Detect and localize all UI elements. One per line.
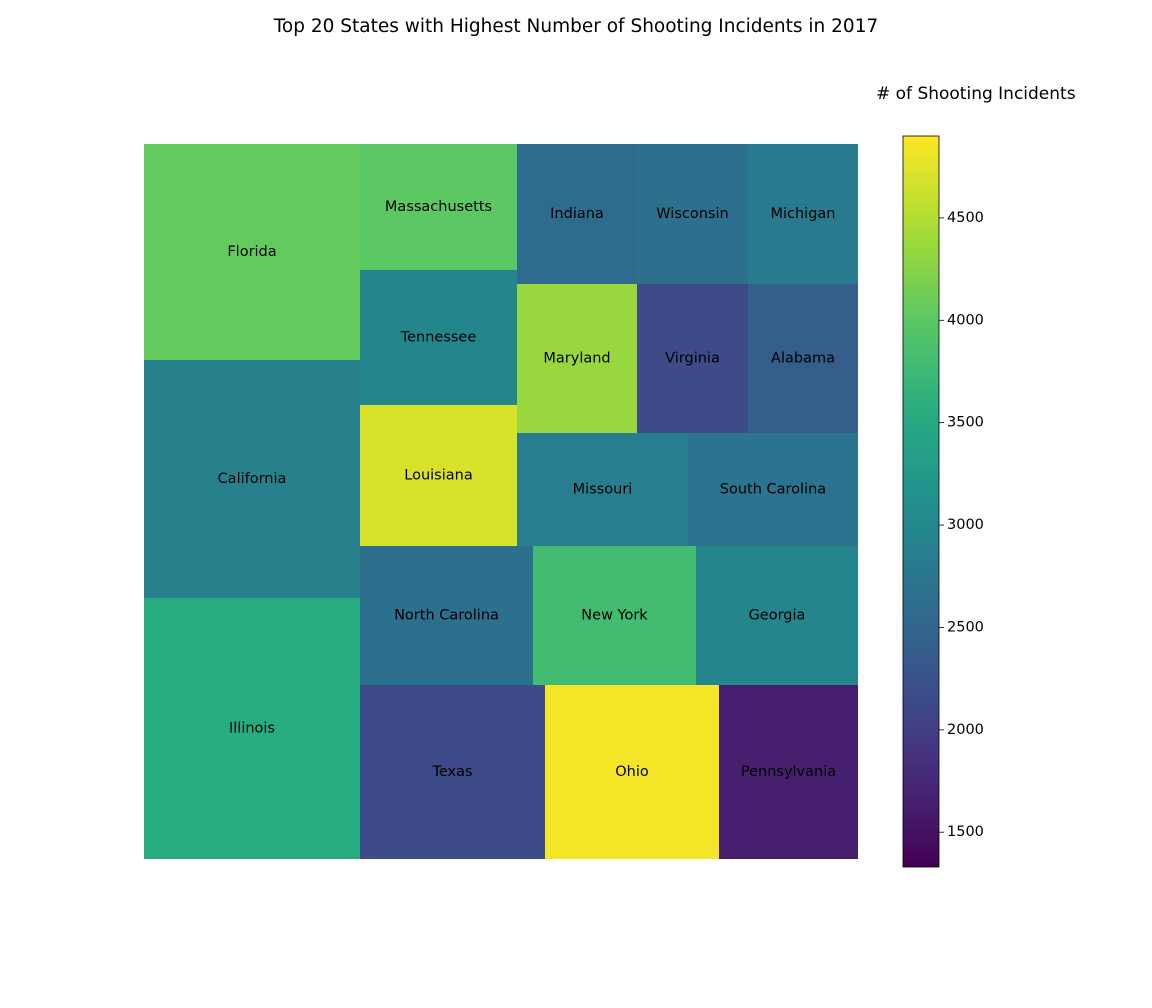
cell-label-massachusetts: Massachusetts [385, 199, 492, 215]
cell-label-north-carolina: North Carolina [394, 608, 499, 624]
cell-massachusetts: Massachusetts [360, 144, 517, 270]
cell-maryland: Maryland [517, 284, 637, 433]
cell-label-louisiana: Louisiana [404, 468, 472, 484]
cell-rect-missouri [517, 433, 688, 546]
cell-rect-north-carolina [360, 546, 533, 685]
cell-rect-alabama [748, 284, 858, 433]
chart-title: Top 20 States with Highest Number of Sho… [273, 16, 879, 37]
cell-label-michigan: Michigan [770, 206, 835, 222]
cell-label-wisconsin: Wisconsin [656, 206, 728, 222]
cell-rect-pennsylvania [719, 685, 858, 859]
cell-florida: Florida [144, 144, 360, 360]
cell-rect-massachusetts [360, 144, 517, 270]
cell-label-ohio: Ohio [615, 764, 649, 780]
colorbar-gradient [902, 135, 940, 868]
cell-ohio: Ohio [545, 685, 719, 859]
cell-rect-illinois [144, 598, 360, 859]
cell-louisiana: Louisiana [360, 405, 517, 546]
cell-georgia: Georgia [696, 546, 858, 685]
cell-label-south-carolina: South Carolina [720, 482, 826, 498]
colorbar: 1500 2000 2500 3000 3500 4000 4500 [902, 135, 984, 868]
colorbar-tick-label: 2000 [947, 722, 984, 738]
cell-tennessee: Tennessee [360, 270, 517, 405]
cell-label-maryland: Maryland [543, 351, 610, 367]
cell-rect-texas [360, 685, 545, 859]
cell-alabama: Alabama [748, 284, 858, 433]
cell-south-carolina: South Carolina [688, 433, 858, 546]
cell-label-new-york: New York [581, 608, 648, 624]
cell-label-georgia: Georgia [749, 608, 806, 624]
cell-texas: Texas [360, 685, 545, 859]
cell-indiana: Indiana [517, 144, 637, 284]
cell-north-carolina: North Carolina [360, 546, 533, 685]
cell-label-illinois: Illinois [229, 721, 275, 737]
cell-illinois: Illinois [144, 598, 360, 859]
cell-rect-ohio [545, 685, 719, 859]
cell-rect-wisconsin [637, 144, 748, 284]
cell-label-pennsylvania: Pennsylvania [741, 764, 836, 780]
cell-label-virginia: Virginia [665, 351, 720, 367]
cell-rect-virginia [637, 284, 748, 433]
cell-rect-indiana [517, 144, 637, 284]
colorbar-tick-label: 3000 [947, 517, 984, 533]
cell-wisconsin: Wisconsin [637, 144, 748, 284]
cell-michigan: Michigan [748, 144, 858, 284]
cell-missouri: Missouri [517, 433, 688, 546]
cell-virginia: Virginia [637, 284, 748, 433]
cell-california: California [144, 360, 360, 598]
cell-rect-georgia [696, 546, 858, 685]
colorbar-tick-label: 4000 [947, 312, 984, 328]
cell-rect-maryland [517, 284, 637, 433]
treemap-cells: Florida California Illinois Massachusetts Te… [144, 144, 858, 859]
cell-label-alabama: Alabama [771, 351, 835, 367]
colorbar-tick-label: 2500 [947, 619, 984, 635]
cell-new-york: New York [533, 546, 696, 685]
colorbar-tick-label: 3500 [947, 415, 984, 431]
cell-label-texas: Texas [431, 764, 472, 780]
cell-rect-florida [144, 144, 360, 360]
colorbar-tick-label: 4500 [947, 210, 984, 226]
cell-rect-new-york [533, 546, 696, 685]
cell-rect-california [144, 360, 360, 598]
colorbar-tick-label: 1500 [947, 824, 984, 840]
cell-rect-tennessee [360, 270, 517, 405]
cell-rect-louisiana [360, 405, 517, 546]
cell-label-indiana: Indiana [550, 206, 604, 222]
cell-pennsylvania: Pennsylvania [719, 685, 858, 859]
colorbar-label: # of Shooting Incidents [876, 84, 1076, 104]
cell-rect-michigan [748, 144, 858, 284]
cell-label-missouri: Missouri [573, 482, 633, 498]
cell-label-california: California [218, 471, 287, 487]
cell-label-florida: Florida [227, 244, 276, 260]
cell-label-tennessee: Tennessee [400, 330, 477, 346]
cell-rect-south-carolina [688, 433, 858, 546]
